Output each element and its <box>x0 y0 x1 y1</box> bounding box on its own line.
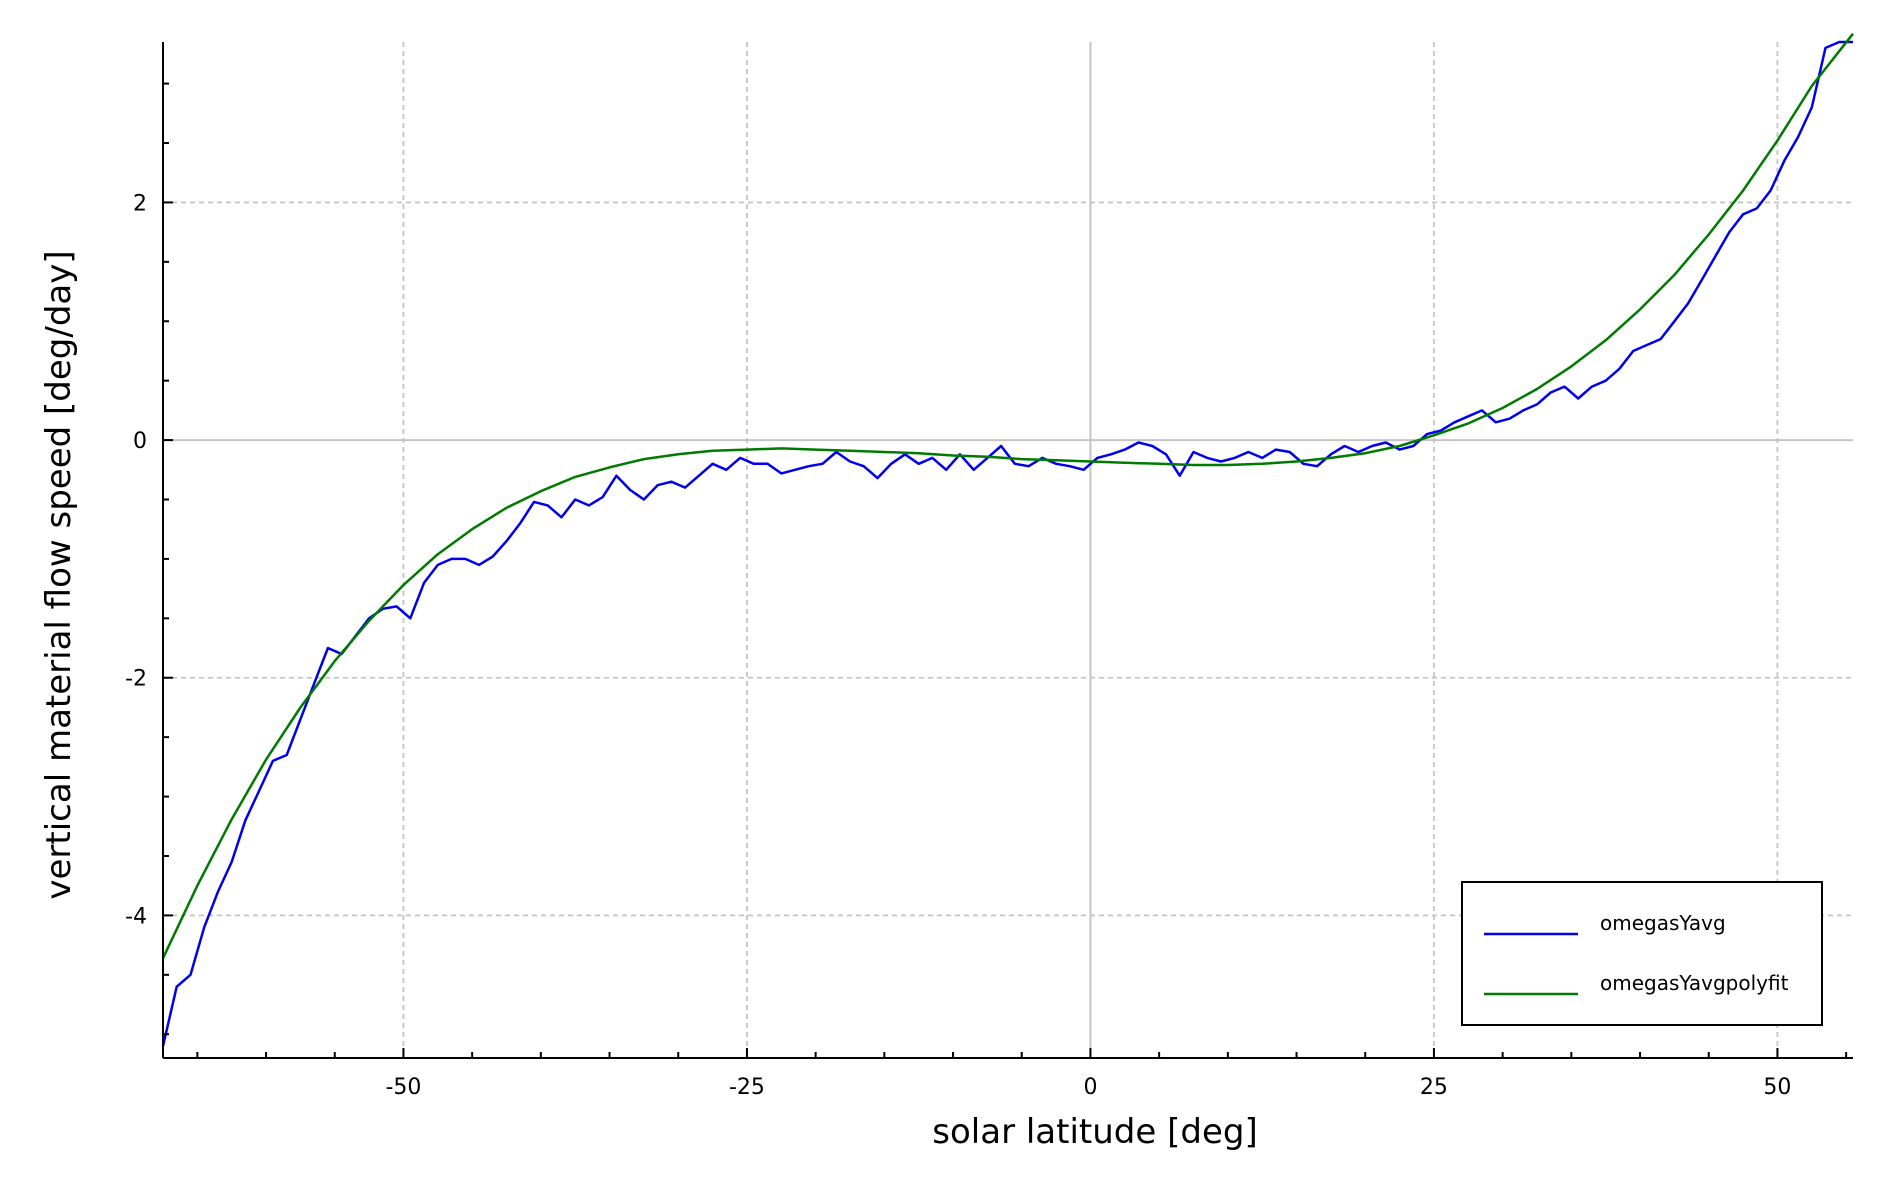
y-axis-title: vertical material flow speed [deg/day] <box>39 250 79 899</box>
y-tick-label: 2 <box>133 191 147 216</box>
y-tick-label: -2 <box>125 667 147 692</box>
y-tick-label: -4 <box>125 904 147 929</box>
series-line-omegasYavg <box>161 40 1853 1047</box>
x-tick-label: 50 <box>1763 1075 1791 1100</box>
x-tick-label: -50 <box>385 1075 421 1100</box>
x-tick-label: -25 <box>729 1075 765 1100</box>
y-tick-label: 0 <box>133 429 147 454</box>
x-tick-label: 0 <box>1083 1075 1097 1100</box>
legend-box <box>1461 881 1823 1026</box>
x-axis-title: solar latitude [deg] <box>932 1112 1257 1152</box>
x-tick-label: 25 <box>1420 1075 1448 1100</box>
legend-label-omegasYavg: omegasYavg <box>1600 911 1726 935</box>
ticks: -50 -25 0 25 50 -4 -2 0 2 <box>125 82 1848 1100</box>
series-layer <box>161 32 1854 1047</box>
legend-label-omegasYavgpolyfit: omegasYavgpolyfit <box>1600 971 1789 995</box>
series-line-omegasYavgpolyfit <box>161 32 1854 959</box>
legend: omegasYavg omegasYavgpolyfit <box>1461 881 1823 1026</box>
